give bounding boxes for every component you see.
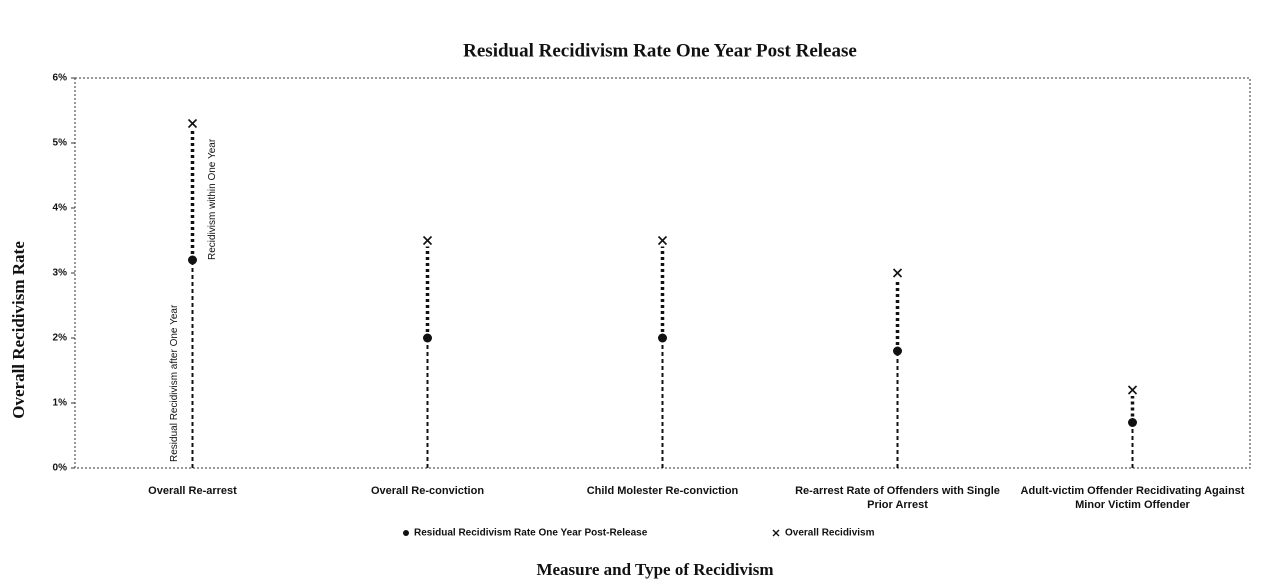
y-tick-label: 6% <box>53 73 68 84</box>
x-marker <box>892 268 903 278</box>
x-tick-label: Overall Re-arrest <box>148 485 237 497</box>
dot-marker <box>1128 418 1137 427</box>
legend-label: Residual Recidivism Rate One Year Post-R… <box>414 528 648 539</box>
y-tick-label: 2% <box>53 333 68 344</box>
annotation: Residual Recidivism after One Year <box>169 304 180 462</box>
x-marker <box>657 235 668 246</box>
legend-label: Overall Recidivism <box>785 528 875 539</box>
x-axis-title: Measure and Type of Recidivism <box>536 560 773 579</box>
x-marker <box>1127 385 1138 395</box>
x-tick-label: Adult-victim Offender Recidivating Again… <box>1020 485 1245 511</box>
chart-title: Residual Recidivism Rate One Year Post R… <box>463 40 857 61</box>
y-tick-label: 1% <box>53 398 68 409</box>
x-marker <box>422 235 433 246</box>
x-marker <box>187 118 198 129</box>
dot-marker <box>893 346 902 356</box>
x-tick-label: Re-arrest Rate of Offenders with Single … <box>795 485 1000 511</box>
legend-dot <box>403 530 409 536</box>
y-tick-label: 3% <box>53 268 68 279</box>
dot-marker <box>423 333 432 343</box>
y-tick-label: 5% <box>53 138 68 149</box>
y-axis-title: Overall Recidivism Rate <box>9 241 28 419</box>
legend-x <box>772 529 780 537</box>
y-tick-label: 0% <box>53 463 68 474</box>
x-tick-label: Child Molester Re-conviction <box>586 485 739 497</box>
dot-marker <box>658 333 667 343</box>
annotation: Recidivism within One Year <box>207 138 218 260</box>
dot-marker <box>188 255 197 265</box>
y-tick-label: 4% <box>53 203 68 214</box>
x-tick-label: Overall Re-conviction <box>370 485 485 497</box>
